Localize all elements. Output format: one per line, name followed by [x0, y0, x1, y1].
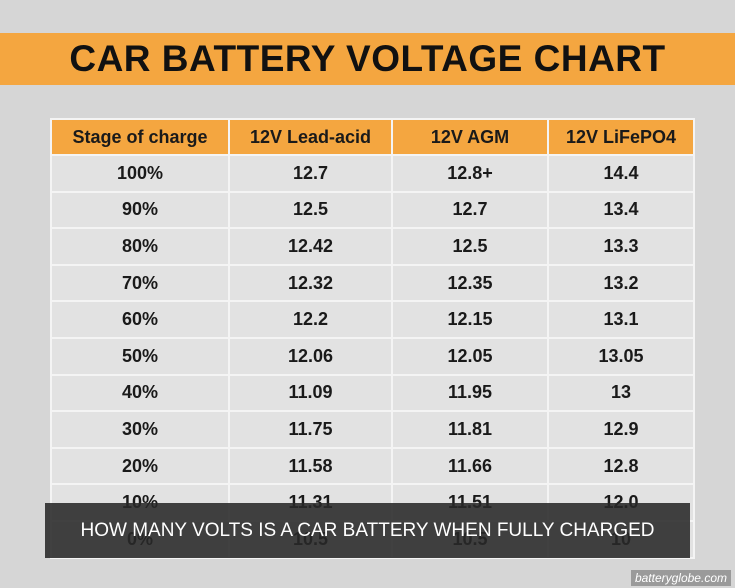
- table-cell: 12.15: [391, 300, 549, 339]
- table-cell: 60%: [50, 300, 230, 339]
- table-cell: 12.5: [391, 227, 549, 266]
- table-cell: 12.42: [228, 227, 393, 266]
- table-cell: 13.05: [547, 336, 695, 376]
- table-cell: 12.06: [228, 336, 393, 376]
- table-cell: 12.9: [547, 410, 695, 449]
- table-cell: 12.8+: [391, 154, 549, 193]
- table-cell: 50%: [50, 336, 230, 376]
- header-cell: 12V Lead-acid: [228, 118, 393, 156]
- table-row: 90% 12.5 12.7 13.4: [50, 190, 695, 230]
- table-cell: 11.09: [228, 373, 393, 413]
- table-cell: 13.4: [547, 190, 695, 230]
- table-cell: 100%: [50, 154, 230, 193]
- header-row: Stage of charge 12V Lead-acid 12V AGM 12V L…: [50, 118, 695, 156]
- voltage-table: Stage of charge 12V Lead-acid 12V AGM 12V L…: [50, 118, 695, 559]
- table-cell: 30%: [50, 410, 230, 449]
- caption: HOW MANY VOLTS IS A CAR BATTERY WHEN FUL…: [45, 503, 690, 558]
- table-cell: 12.2: [228, 300, 393, 339]
- table-cell: 13.3: [547, 227, 695, 266]
- table-row: 60% 12.2 12.15 13.1: [50, 300, 695, 339]
- table-cell: 20%: [50, 446, 230, 486]
- table-cell: 13.1: [547, 300, 695, 339]
- table-cell: 12.5: [228, 190, 393, 230]
- table-cell: 13: [547, 373, 695, 413]
- table-cell: 12.8: [547, 446, 695, 486]
- table-row: 20% 11.58 11.66 12.8: [50, 446, 695, 486]
- table-cell: 80%: [50, 227, 230, 266]
- header-cell: Stage of charge: [50, 118, 230, 156]
- table-cell: 14.4: [547, 154, 695, 193]
- title: CAR BATTERY VOLTAGE CHART: [0, 33, 735, 85]
- table-row: 80% 12.42 12.5 13.3: [50, 227, 695, 266]
- table-row: 30% 11.75 11.81 12.9: [50, 410, 695, 449]
- table-row: 70% 12.32 12.35 13.2: [50, 263, 695, 303]
- table-cell: 11.75: [228, 410, 393, 449]
- table-cell: 12.7: [391, 190, 549, 230]
- table-cell: 12.32: [228, 263, 393, 303]
- table-cell: 11.81: [391, 410, 549, 449]
- header-cell: 12V LiFePO4: [547, 118, 695, 156]
- table-row: 50% 12.06 12.05 13.05: [50, 336, 695, 376]
- table-cell: 11.66: [391, 446, 549, 486]
- table-cell: 12.35: [391, 263, 549, 303]
- table-cell: 11.95: [391, 373, 549, 413]
- table-cell: 11.58: [228, 446, 393, 486]
- table-cell: 90%: [50, 190, 230, 230]
- watermark: batteryglobe.com: [630, 570, 731, 586]
- table-cell: 13.2: [547, 263, 695, 303]
- table-cell: 12.05: [391, 336, 549, 376]
- header-cell: 12V AGM: [391, 118, 549, 156]
- table-body: 100% 12.7 12.8+ 14.4 90% 12.5 12.7 13.4 80% 12.42…: [50, 154, 695, 559]
- table-cell: 40%: [50, 373, 230, 413]
- table-cell: 70%: [50, 263, 230, 303]
- table-row: 40% 11.09 11.95 13: [50, 373, 695, 413]
- table-cell: 12.7: [228, 154, 393, 193]
- table-row: 100% 12.7 12.8+ 14.4: [50, 154, 695, 193]
